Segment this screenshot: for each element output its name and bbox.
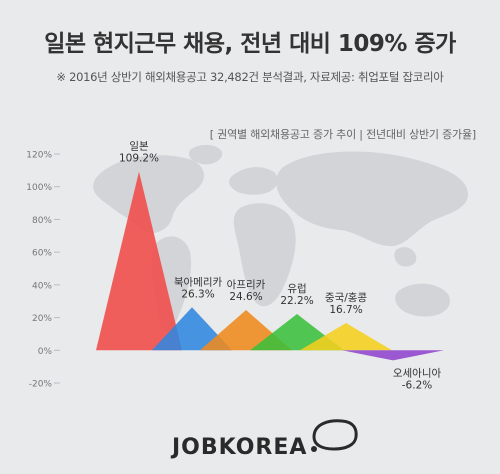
y-tick-label: 120%: [26, 151, 52, 161]
map-landmass: [276, 151, 468, 247]
category-label: 오세아니아: [393, 367, 442, 379]
y-tick-label: 20%: [32, 314, 52, 324]
chart-legend: [ 권역별 해외채용공고 증가 추이 | 전년대비 상반기 증가율]: [209, 128, 476, 141]
map-landmass: [233, 203, 296, 307]
world-map-background: [93, 144, 468, 331]
value-label: 22.2%: [280, 295, 313, 307]
y-tick-label: 80%: [32, 216, 52, 226]
value-label: 16.7%: [329, 304, 362, 316]
map-landmass: [394, 247, 417, 267]
page-subtitle: ※ 2016년 상반기 해외채용공고 32,482건 분석결과, 자료제공: 취…: [56, 70, 444, 84]
y-axis: -20% 0% 20% 40% 60% 80% 100% 120%: [26, 151, 60, 390]
triangle-mark-2: [152, 307, 232, 351]
triangle-mark-1: [96, 171, 182, 351]
map-landmass: [395, 283, 451, 317]
triangle-mark-6: [342, 350, 444, 361]
y-tick-label: 0%: [38, 347, 53, 357]
map-landmass: [229, 167, 278, 195]
category-label: 아프리카: [227, 279, 266, 291]
page-title: 일본 현지근무 채용, 전년 대비 109% 증가: [44, 31, 456, 57]
category-label: 일본: [129, 140, 149, 153]
jobkorea-logo-icon: [311, 419, 358, 452]
value-label: 24.6%: [229, 291, 262, 303]
category-label: 유럽: [287, 282, 306, 295]
value-label: -6.2%: [402, 379, 432, 391]
category-label: 북아메리카: [174, 276, 223, 288]
y-tick-label: -20%: [29, 380, 53, 390]
triangle-mark-5: [300, 322, 392, 351]
y-tick-label: 40%: [32, 281, 52, 291]
value-label: 109.2%: [119, 153, 159, 165]
jobkorea-logo-text: JOBKOREA: [172, 435, 308, 460]
map-landmass: [93, 155, 204, 233]
y-tick-label: 60%: [32, 249, 52, 259]
map-landmass: [188, 144, 223, 165]
value-label: 26.3%: [181, 288, 214, 300]
category-label: 중국/홍콩: [325, 291, 368, 304]
chart-marks: [96, 171, 444, 361]
y-tick-label: 100%: [26, 183, 52, 193]
